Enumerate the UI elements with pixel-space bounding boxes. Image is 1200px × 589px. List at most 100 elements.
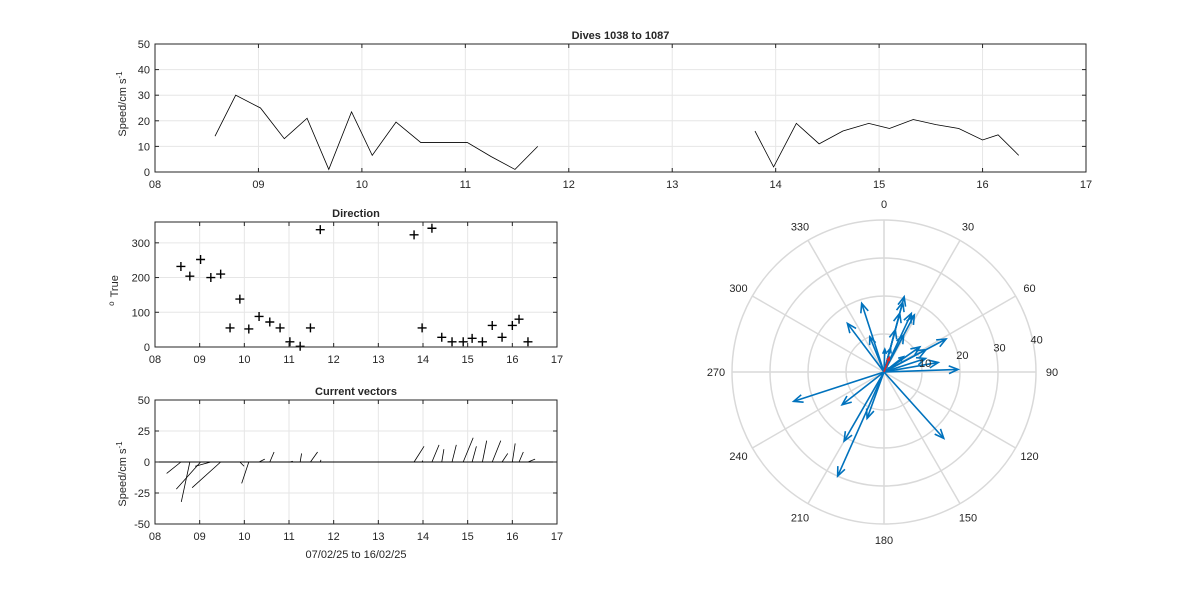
direction-point (458, 337, 468, 347)
polar-arrow-head (910, 345, 922, 356)
direction-point (477, 337, 487, 347)
polar-arrow (883, 361, 939, 373)
direction-point (295, 341, 305, 351)
polar-ring (807, 295, 961, 449)
polar-arrow-head (936, 338, 948, 348)
x-tick-label: 15 (873, 179, 885, 191)
polar-arrow-head (846, 321, 857, 334)
speed-line (214, 94, 539, 171)
polar-angle-label: 210 (791, 512, 809, 524)
direction-point (305, 323, 315, 333)
polar-angle-label: 120 (1020, 451, 1038, 463)
polar-arrow-head (915, 348, 928, 358)
direction-point (427, 223, 437, 233)
polar-ring (731, 219, 1037, 525)
current-vector-stick (451, 444, 457, 463)
current-vector-stick (501, 453, 509, 463)
polar-arrow-head (881, 347, 888, 355)
x-tick-label: 13 (666, 179, 678, 191)
direction-point (176, 261, 186, 271)
polar-mean-arrow-head (886, 355, 891, 362)
polar-angle-label: 0 (881, 199, 887, 211)
y-tick-label: 40 (138, 65, 150, 77)
speed-chart-title: Dives 1038 to 1087 (572, 30, 670, 42)
polar-arrow-head (843, 431, 853, 443)
current-vectors-tick-labels: 08 09 10 11 12 13 14 15 16 17 -50 -25 0 25 50 (134, 395, 563, 543)
current-vectors-sticks (155, 437, 557, 503)
x-tick-label: 11 (283, 354, 294, 366)
polar-radius-label: 20 (956, 350, 968, 362)
x-tick-label: 09 (194, 354, 206, 366)
y-tick-label: 0 (144, 457, 150, 469)
polar-ring (845, 333, 923, 411)
polar-angle-label: 180 (875, 535, 893, 547)
polar-arrow-head (934, 428, 946, 440)
direction-point (225, 323, 235, 333)
speed-gridlines (154, 44, 1087, 172)
polar-arrow-head (948, 365, 961, 375)
current-vector-stick (441, 449, 445, 463)
direction-point (487, 320, 497, 330)
y-tick-label: 200 (132, 273, 150, 285)
polar-arrow-head (840, 395, 852, 407)
speed-line (754, 119, 1020, 168)
speed-chart: Dives 1038 to 1087 08 09 10 11 12 13 14 15 16 170… (115, 30, 1093, 191)
current-vector-stick (413, 446, 425, 463)
x-tick-label: 09 (252, 179, 264, 191)
x-tick-label: 14 (417, 354, 429, 366)
current-vector-stick (269, 451, 275, 463)
x-tick-label: 08 (149, 354, 161, 366)
x-tick-label: 17 (551, 354, 563, 366)
current-vector-stick (180, 461, 191, 503)
polar-arrow-head (865, 408, 875, 421)
polar-arrow (846, 322, 885, 373)
polar-arrow (883, 349, 886, 373)
direction-point (523, 337, 533, 347)
polar-radius-label: 30 (993, 342, 1005, 354)
polar-arrow (860, 303, 885, 373)
current-vector-stick (421, 460, 424, 463)
current-vector-stick (431, 444, 440, 463)
polar-arrow-head (928, 359, 941, 369)
x-tick-label: 10 (356, 179, 368, 191)
polar-arrow-head (906, 313, 916, 325)
polar-angle-label: 60 (1023, 283, 1035, 295)
direction-point (467, 333, 477, 343)
current-vector-stick (191, 461, 221, 488)
polar-angle-label: 330 (791, 222, 809, 234)
polar-arrow (883, 368, 959, 373)
speed-series (214, 94, 1020, 171)
direction-point (497, 332, 507, 342)
x-tick-label: 15 (462, 354, 474, 366)
direction-point (185, 271, 195, 281)
x-tick-label: 16 (506, 531, 518, 543)
current-vector-stick (310, 451, 318, 463)
polar-arrow-head (897, 294, 907, 307)
polar-angle-label: 90 (1046, 367, 1058, 379)
direction-point (265, 317, 275, 327)
current-vector-stick (258, 458, 265, 463)
current-vector-stick (462, 437, 474, 463)
polar-angle-label: 300 (729, 283, 747, 295)
polar-ring (769, 257, 999, 487)
x-tick-label: 08 (149, 179, 161, 191)
direction-point (514, 314, 524, 324)
polar-arrow-head (836, 466, 846, 479)
direction-gridlines (154, 222, 558, 347)
current-vector-stick (289, 460, 293, 463)
x-tick-label: 12 (328, 531, 340, 543)
x-tick-label: 15 (462, 531, 474, 543)
y-tick-label: 10 (138, 141, 150, 153)
current-vector-stick (491, 440, 502, 463)
x-tick-label: 14 (770, 179, 782, 191)
current-vector-stick (176, 461, 201, 490)
polar-arrow-head (886, 346, 892, 354)
x-tick-label: 16 (506, 354, 518, 366)
polar-grid (731, 219, 1037, 525)
polar-arrow (793, 371, 885, 403)
y-tick-label: 0 (144, 342, 150, 354)
direction-point (447, 337, 457, 347)
polar-arrow (866, 371, 885, 419)
polar-arrow (883, 357, 926, 373)
